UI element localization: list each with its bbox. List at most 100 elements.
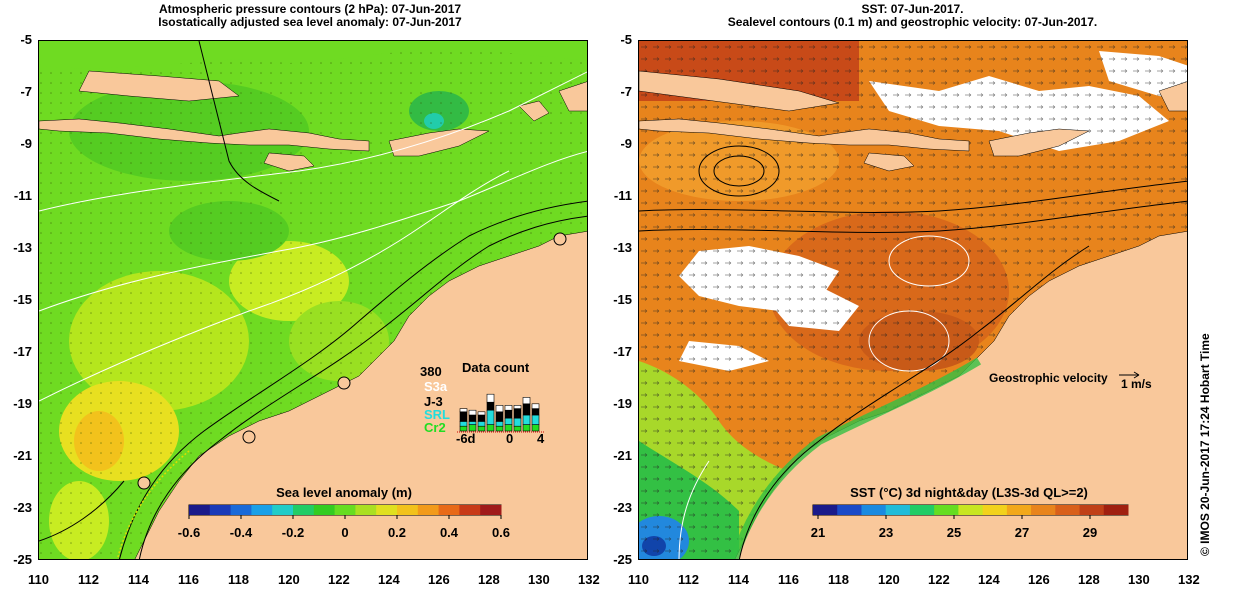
right-title-line1: SST: 07-Jun-2017.	[861, 2, 964, 16]
tide-gauge-marker	[553, 232, 567, 246]
y-tick-label: -21	[613, 448, 632, 463]
colorbar-swatch	[1006, 505, 1032, 515]
velocity-scale: 1 m/s	[1121, 377, 1152, 391]
sealevel-contour	[888, 235, 970, 287]
sealevel-contour	[698, 145, 780, 197]
colorbar-swatch	[1055, 505, 1081, 515]
x-tick-label: 126	[428, 572, 450, 587]
pressure-contour	[39, 151, 587, 312]
x-tick-label: 124	[978, 572, 1000, 587]
data-count-bar	[495, 405, 504, 413]
y-tick-label: -11	[13, 188, 32, 203]
colorbar-tick-label: 0	[341, 525, 348, 540]
velocity-scale-arrowhead	[1133, 371, 1140, 379]
colorbar-swatch	[209, 505, 232, 515]
x-tick-label: 132	[1178, 572, 1200, 587]
data-count-x-label-end: 4	[537, 431, 545, 446]
colorbar-swatch	[459, 505, 481, 515]
data-count-max: 380	[420, 364, 442, 379]
sst-map-canvas: Geostrophic velocity 1 m/s SST (°C) 3d n…	[639, 41, 1187, 559]
data-count-labels: Data count 380 S3a J-3 SRL Cr2 -6d 0 4	[420, 360, 560, 450]
colorbar-swatch	[397, 505, 419, 515]
colorbar-swatch	[189, 505, 211, 515]
sealevel-contour	[868, 310, 950, 372]
sla-map-canvas: Sea level anomaly (m) -0.6 -0.4 -0.2 0 0.2 0.…	[39, 41, 587, 559]
y-tick-label: -23	[613, 500, 632, 515]
data-count-bar	[486, 393, 495, 403]
depth-contour	[738, 245, 1090, 559]
island	[1158, 81, 1187, 112]
sst-colorbar-gradient	[813, 505, 1129, 515]
colorbar-swatch	[861, 505, 887, 515]
y-tick-label: -7	[620, 84, 632, 99]
java-island	[78, 70, 240, 102]
colorbar-swatch	[1103, 505, 1129, 515]
colorbar-swatch	[230, 505, 252, 515]
sla-colorbar: Sea level anomaly (m) -0.6 -0.4 -0.2 0 0.2 0.…	[178, 485, 510, 540]
colorbar-tick-label: 27	[1015, 525, 1029, 540]
sumba-island	[863, 152, 915, 172]
sst-colorbar: SST (°C) 3d night&day (L3S-3d QL>=2) 21 2…	[811, 485, 1129, 540]
x-tick-label: 122	[328, 572, 350, 587]
colorbar-swatch	[909, 505, 935, 515]
sea-level-anomaly-map: Sea level anomaly (m) -0.6 -0.4 -0.2 0 0.2 0.…	[38, 40, 588, 560]
tide-gauge-marker	[242, 430, 256, 444]
data-count-bar	[468, 409, 477, 416]
y-tick-label: -23	[13, 500, 32, 515]
x-tick-label: 124	[378, 572, 400, 587]
data-count-bar	[522, 397, 531, 405]
x-tick-label: 128	[1078, 572, 1100, 587]
depth-contour	[119, 200, 587, 559]
colorbar-swatch	[837, 505, 862, 515]
x-tick-label: 118	[228, 572, 249, 587]
colorbar-tick-label: 0.6	[492, 525, 510, 540]
data-count-bar	[504, 405, 513, 411]
north-sea	[39, 41, 587, 69]
sumba-island	[263, 152, 315, 172]
colorbar-tick-label: 29	[1083, 525, 1097, 540]
data-count-bar	[513, 405, 522, 409]
credit-text: © IMOS 20-Jun-2017 17:24 Hobart Time	[1198, 333, 1212, 556]
y-tick-label: -17	[13, 344, 32, 359]
colorbar-tick-label: 0.2	[388, 525, 406, 540]
colorbar-tick-label: 21	[811, 525, 825, 540]
x-tick-label: 110	[28, 572, 49, 587]
colorbar-swatch	[355, 505, 377, 515]
left-title: Atmospheric pressure contours (2 hPa): 0…	[40, 3, 580, 29]
colorbar-swatch	[376, 505, 398, 515]
colorbar-swatch	[272, 505, 294, 515]
y-tick-label: -13	[613, 240, 632, 255]
x-tick-label: 116	[178, 572, 199, 587]
colorbar-swatch	[934, 505, 959, 515]
y-tick-label: -19	[13, 396, 32, 411]
track-line	[116, 450, 190, 559]
sla-colorbar-title: Sea level anomaly (m)	[276, 485, 412, 500]
island	[558, 81, 587, 112]
x-tick-label: 128	[478, 572, 500, 587]
x-tick-label: 112	[78, 572, 99, 587]
colorbar-swatch	[1079, 505, 1105, 515]
y-tick-label: -5	[20, 32, 32, 47]
colorbar-swatch	[480, 505, 502, 515]
sealevel-contour	[639, 180, 1187, 213]
colorbar-swatch	[293, 505, 315, 515]
x-tick-label: 114	[128, 572, 149, 587]
colorbar-swatch	[251, 505, 273, 515]
colorbar-swatch	[334, 505, 356, 515]
data-count-inset	[457, 371, 544, 433]
sst-colorbar-title: SST (°C) 3d night&day (L3S-3d QL>=2)	[850, 485, 1088, 500]
mission-s3a: S3a	[424, 379, 448, 394]
y-tick-label: -15	[13, 292, 32, 307]
island	[518, 100, 550, 122]
y-tick-label: -21	[13, 448, 32, 463]
y-tick-label: -9	[20, 136, 32, 151]
left-title-line1: Atmospheric pressure contours (2 hPa): 0…	[158, 2, 462, 16]
right-title-line2: Sealevel contours (0.1 m) and geostrophi…	[727, 15, 1098, 29]
colorbar-swatch	[885, 505, 911, 515]
colorbar-tick-label: 25	[947, 525, 961, 540]
x-tick-label: 126	[1028, 572, 1050, 587]
pressure-contour	[39, 71, 587, 212]
colorbar-swatch	[313, 505, 336, 515]
pressure-contour	[39, 170, 510, 402]
mission-srl: SRL	[424, 407, 450, 422]
